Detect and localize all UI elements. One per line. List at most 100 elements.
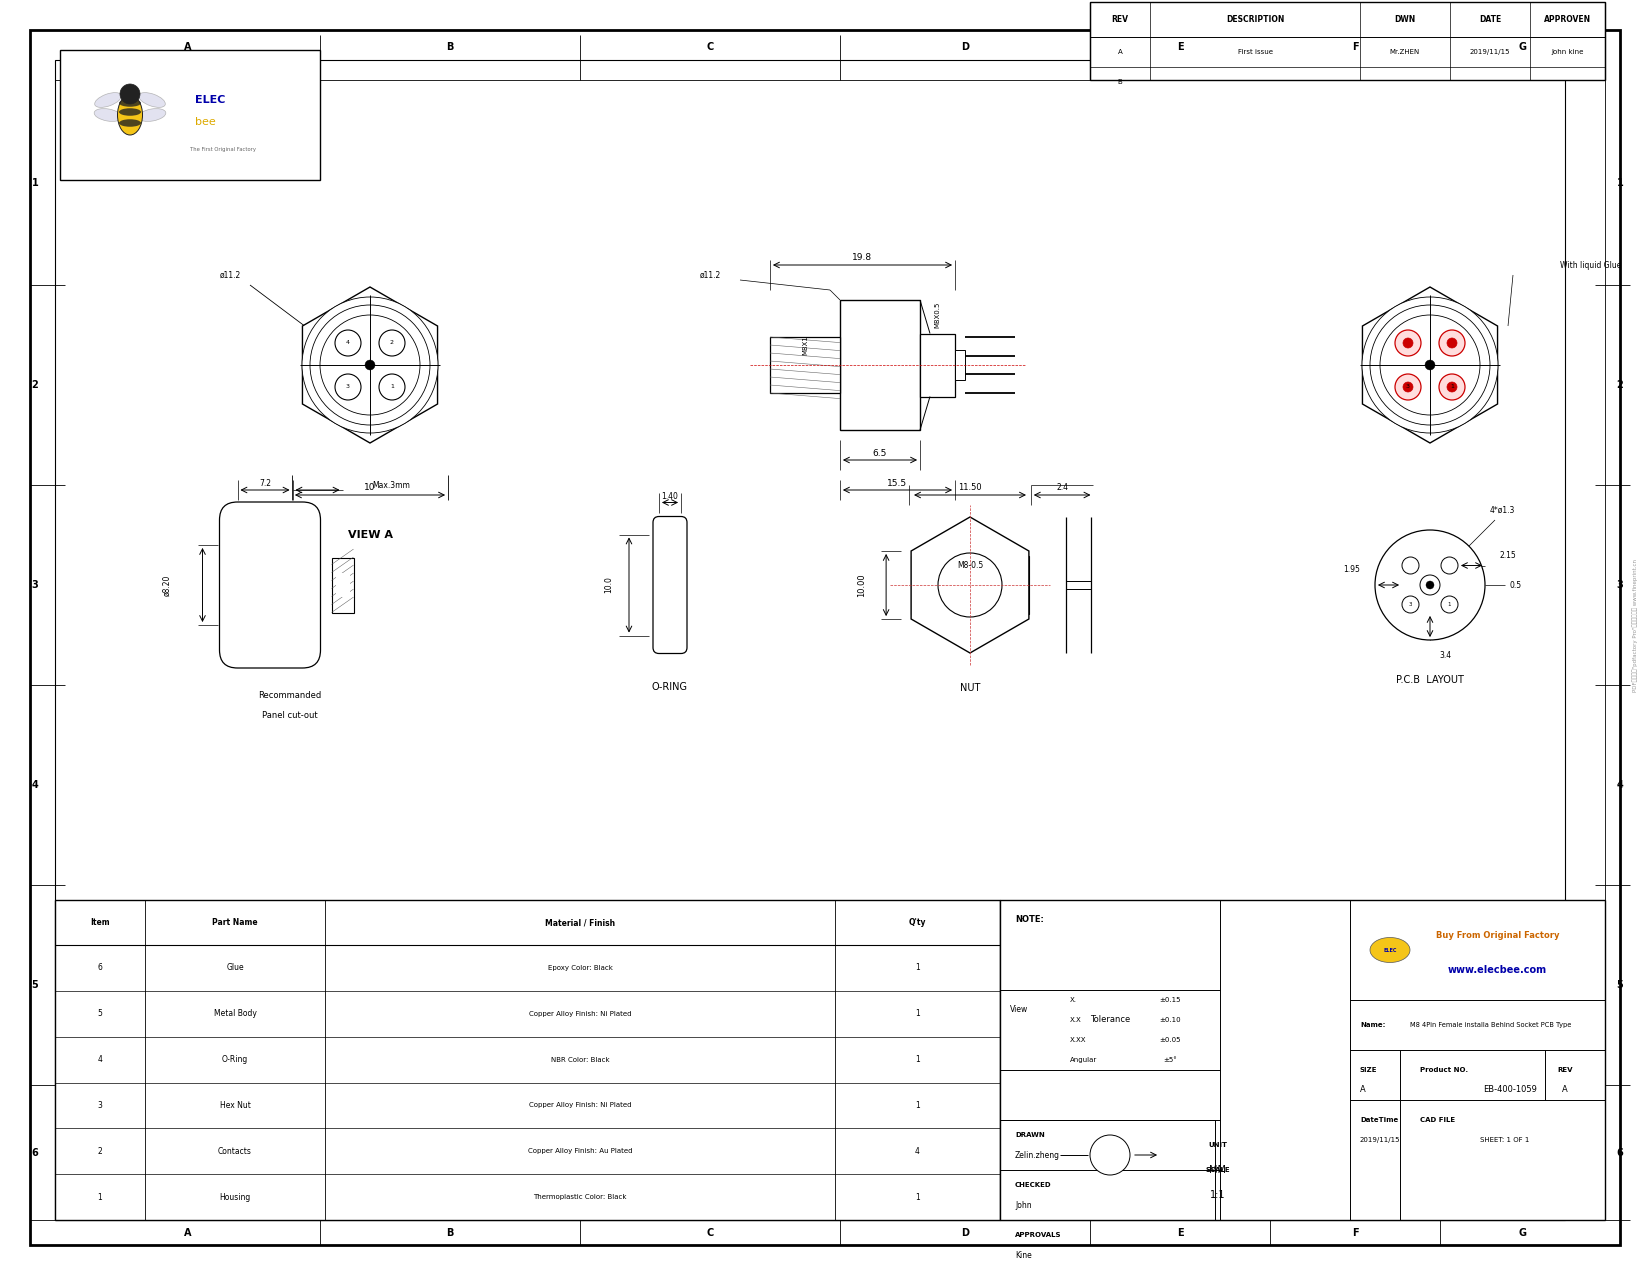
Text: 1: 1	[916, 1192, 921, 1201]
Text: 1: 1	[31, 177, 38, 187]
Bar	[955, 351, 965, 380]
Text: SCALE: SCALE	[1204, 1167, 1229, 1173]
Text: B: B	[1117, 79, 1122, 85]
Ellipse shape	[117, 96, 142, 135]
Text: A: A	[1360, 1085, 1366, 1094]
Ellipse shape	[119, 120, 140, 126]
Text: ±0.10: ±0.10	[1160, 1017, 1181, 1023]
Circle shape	[1379, 315, 1480, 414]
Circle shape	[1361, 297, 1498, 434]
Text: A: A	[183, 42, 191, 52]
Bar	[771, 337, 840, 393]
Text: D: D	[960, 42, 969, 52]
Bar	[1091, 3, 1605, 80]
Text: 3: 3	[1617, 580, 1624, 590]
Circle shape	[1439, 374, 1465, 400]
Text: 1: 1	[1447, 602, 1452, 607]
Ellipse shape	[119, 108, 140, 116]
Text: 3: 3	[346, 385, 350, 389]
Text: 3: 3	[1409, 602, 1412, 607]
Text: 2: 2	[389, 340, 394, 346]
Text: Epoxy Color: Black: Epoxy Color: Black	[548, 965, 612, 972]
Text: Glue: Glue	[226, 964, 244, 973]
Text: 5: 5	[31, 980, 38, 989]
Bar	[54, 900, 1000, 1220]
Ellipse shape	[139, 108, 167, 121]
Text: O-RING: O-RING	[652, 682, 688, 692]
Text: PDF文件使用"pdfactory Pro"试用版本创建 www.fineprint.cn: PDF文件使用"pdfactory Pro"试用版本创建 www.finepri…	[1632, 558, 1638, 691]
Text: VIEW A: VIEW A	[348, 530, 393, 541]
Text: SHEET: 1 OF 1: SHEET: 1 OF 1	[1480, 1137, 1530, 1142]
Text: M8X1: M8X1	[802, 335, 808, 354]
Text: Part Name: Part Name	[213, 918, 257, 927]
Text: 2: 2	[1617, 380, 1624, 390]
Text: DateTime: DateTime	[1360, 1117, 1398, 1123]
Text: 1: 1	[1617, 177, 1624, 187]
Text: ±0.05: ±0.05	[1160, 1037, 1181, 1043]
Text: UNIT: UNIT	[1208, 1142, 1228, 1148]
Text: 6.5: 6.5	[873, 449, 888, 458]
Text: 1: 1	[389, 385, 394, 389]
Text: John: John	[1015, 1201, 1031, 1210]
Text: 3.4: 3.4	[1439, 650, 1450, 659]
Text: 1: 1	[97, 1192, 102, 1201]
Text: Material / Finish: Material / Finish	[544, 918, 615, 927]
FancyBboxPatch shape	[653, 516, 686, 654]
Polygon shape	[302, 287, 437, 442]
Text: Tolerance: Tolerance	[1091, 1015, 1130, 1025]
Text: 1.95: 1.95	[1343, 566, 1360, 575]
Circle shape	[1402, 595, 1419, 613]
Text: Recommanded: Recommanded	[259, 691, 322, 700]
Text: Copper Alloy Finish: Ni Plated: Copper Alloy Finish: Ni Plated	[528, 1011, 632, 1016]
Text: MM: MM	[1209, 1165, 1226, 1176]
Text: DWN: DWN	[1394, 15, 1416, 24]
Text: 11.50: 11.50	[959, 482, 982, 491]
Bar	[911, 556, 1030, 615]
Text: 19.8: 19.8	[853, 252, 873, 261]
Text: 10.00: 10.00	[856, 574, 866, 597]
Text: C: C	[706, 42, 713, 52]
Circle shape	[120, 84, 140, 105]
Text: APPROVEN: APPROVEN	[1544, 15, 1591, 24]
Bar	[332, 557, 353, 612]
Text: 2.4: 2.4	[1056, 482, 1068, 491]
Circle shape	[1421, 575, 1440, 595]
Text: Housing: Housing	[219, 1192, 251, 1201]
Text: Q'ty: Q'ty	[909, 918, 926, 927]
Circle shape	[1402, 557, 1419, 574]
Circle shape	[1394, 374, 1421, 400]
Circle shape	[1370, 305, 1490, 425]
Circle shape	[1440, 557, 1459, 574]
Text: 1: 1	[916, 1100, 921, 1111]
Circle shape	[1402, 338, 1412, 348]
Text: 10.0: 10.0	[604, 576, 614, 593]
Circle shape	[335, 330, 361, 356]
Text: NUT: NUT	[960, 683, 980, 694]
Text: NBR Color: Black: NBR Color: Black	[551, 1057, 609, 1062]
Text: Name:: Name:	[1360, 1023, 1386, 1028]
Text: 1: 1	[916, 964, 921, 973]
Text: O-Ring: O-Ring	[221, 1056, 248, 1065]
Text: X.: X.	[1069, 997, 1077, 1003]
Text: F: F	[1351, 1228, 1358, 1238]
Text: D: D	[960, 1228, 969, 1238]
Text: APPROVALS: APPROVALS	[1015, 1232, 1061, 1238]
Text: Copper Alloy Finish: Au Plated: Copper Alloy Finish: Au Plated	[528, 1149, 632, 1154]
Text: 4: 4	[97, 1056, 102, 1065]
Circle shape	[1426, 360, 1436, 370]
Text: 4: 4	[346, 340, 350, 346]
Bar	[1000, 900, 1605, 1220]
Circle shape	[1374, 530, 1485, 640]
Polygon shape	[911, 516, 1030, 653]
Text: 1: 1	[916, 1056, 921, 1065]
Text: ±5°: ±5°	[1163, 1057, 1176, 1063]
Text: Kine: Kine	[1015, 1251, 1031, 1260]
Text: Metal Body: Metal Body	[213, 1010, 256, 1019]
Text: DESCRIPTION: DESCRIPTION	[1226, 15, 1284, 24]
Text: 1: 1	[916, 1010, 921, 1019]
Text: 2019/11/15: 2019/11/15	[1360, 1137, 1401, 1142]
Text: B: B	[446, 1228, 454, 1238]
Text: 5: 5	[1617, 980, 1624, 989]
Text: 6: 6	[1617, 1148, 1624, 1158]
Text: 6: 6	[97, 964, 102, 973]
